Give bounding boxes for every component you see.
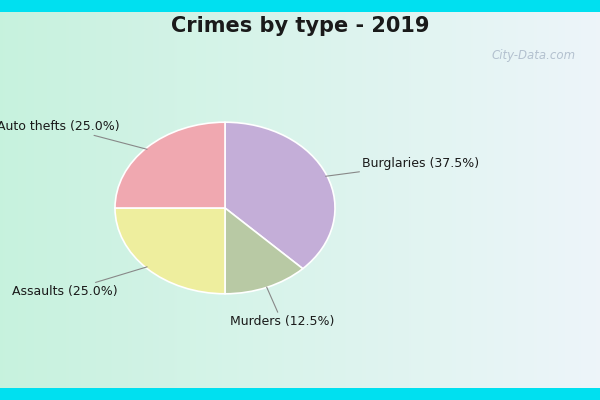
- Wedge shape: [225, 122, 335, 269]
- Text: Assaults (25.0%): Assaults (25.0%): [12, 267, 147, 298]
- Text: Auto thefts (25.0%): Auto thefts (25.0%): [0, 120, 147, 149]
- Text: Crimes by type - 2019: Crimes by type - 2019: [171, 16, 429, 36]
- Wedge shape: [115, 122, 225, 208]
- Text: City-Data.com: City-Data.com: [492, 50, 576, 62]
- Text: Burglaries (37.5%): Burglaries (37.5%): [326, 157, 479, 176]
- Wedge shape: [225, 208, 303, 294]
- Wedge shape: [115, 208, 225, 294]
- Text: Murders (12.5%): Murders (12.5%): [230, 287, 334, 328]
